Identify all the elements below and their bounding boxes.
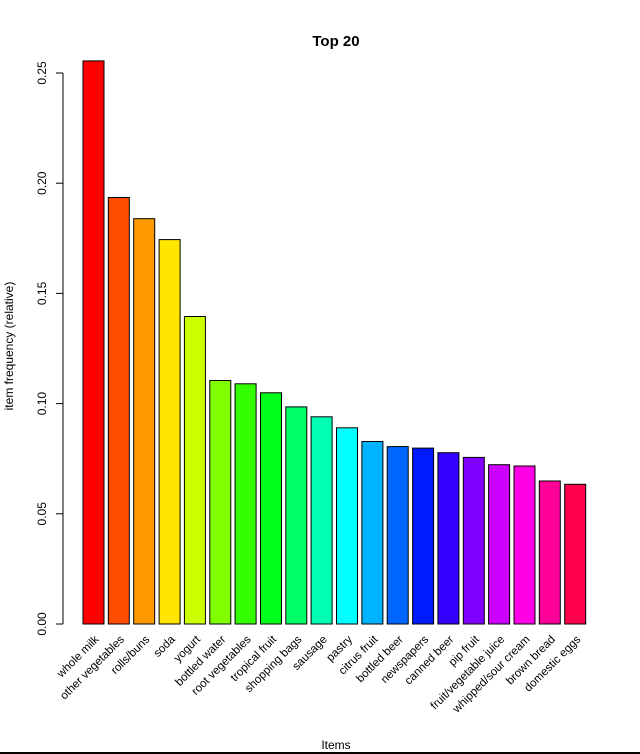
bar — [437, 452, 460, 625]
bar — [260, 392, 282, 625]
y-tick-label: 0.25 — [35, 61, 49, 85]
bar — [361, 441, 384, 625]
chart-title: Top 20 — [312, 33, 359, 50]
y-axis: 0.00 0.05 0.10 0.15 0.20 0.25 — [35, 61, 64, 636]
bar — [462, 456, 485, 625]
bar — [412, 447, 435, 625]
bar — [133, 218, 156, 625]
bar — [488, 464, 511, 625]
bar — [234, 383, 257, 625]
bar — [564, 483, 587, 625]
bar — [209, 380, 232, 625]
y-tick-label: 0.20 — [35, 171, 49, 195]
bar — [538, 480, 561, 625]
bar — [513, 465, 536, 625]
bar — [310, 416, 333, 625]
bar — [285, 406, 308, 625]
bar — [158, 239, 181, 625]
bar — [183, 316, 206, 625]
bars — [82, 60, 587, 625]
y-tick-label: 0.15 — [35, 281, 49, 305]
bar — [386, 446, 409, 625]
y-tick-label: 0.10 — [35, 392, 49, 416]
y-tick-label: 0.05 — [35, 502, 49, 526]
y-axis-label: item frequency (relative) — [2, 282, 16, 411]
bar — [82, 60, 105, 625]
bar — [107, 197, 130, 625]
bar — [336, 427, 358, 625]
y-tick-label: 0.00 — [35, 612, 49, 636]
x-axis-label: Items — [321, 738, 350, 752]
